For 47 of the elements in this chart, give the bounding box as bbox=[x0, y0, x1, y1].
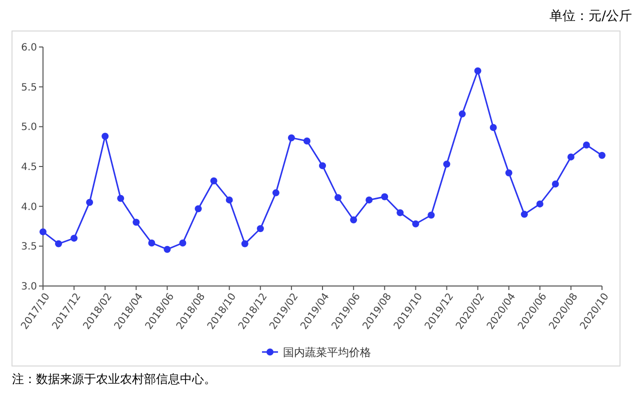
point bbox=[505, 169, 512, 176]
point bbox=[458, 110, 466, 118]
point bbox=[396, 209, 404, 216]
point bbox=[132, 218, 140, 226]
point bbox=[288, 134, 295, 142]
point bbox=[381, 193, 388, 200]
y-tick-label: 6.0 bbox=[21, 42, 37, 54]
point bbox=[86, 198, 94, 206]
point bbox=[55, 240, 62, 248]
point bbox=[334, 194, 342, 202]
point bbox=[520, 210, 528, 218]
point bbox=[412, 220, 420, 228]
point bbox=[490, 124, 497, 131]
point bbox=[303, 138, 310, 145]
point bbox=[567, 153, 574, 160]
y-tick-label: 5.0 bbox=[21, 122, 37, 134]
point bbox=[102, 132, 109, 140]
point bbox=[241, 240, 248, 248]
point bbox=[117, 194, 124, 202]
point bbox=[428, 212, 435, 219]
point bbox=[148, 239, 156, 246]
point bbox=[582, 141, 590, 148]
y-tick-label: 3.0 bbox=[21, 282, 37, 292]
y-tick-label: 4.0 bbox=[21, 202, 37, 213]
point bbox=[256, 225, 264, 232]
y-tick-label: 4.5 bbox=[21, 162, 37, 173]
point bbox=[319, 162, 326, 170]
legend-label: 国内蔬菜平均价格 bbox=[283, 346, 371, 359]
point bbox=[366, 196, 373, 204]
point bbox=[210, 177, 218, 184]
point bbox=[226, 196, 233, 204]
point bbox=[552, 180, 559, 188]
point bbox=[272, 189, 280, 196]
point bbox=[474, 67, 482, 74]
point bbox=[598, 152, 606, 159]
point bbox=[536, 200, 544, 208]
text: 注：数据来源于农业农村部信息中心。 bbox=[12, 372, 216, 386]
point bbox=[179, 239, 186, 246]
point bbox=[443, 160, 450, 168]
point bbox=[164, 246, 171, 253]
y-tick-label: 5.5 bbox=[21, 82, 37, 94]
y-tick-label: 3.5 bbox=[21, 242, 37, 253]
point bbox=[70, 234, 78, 242]
point bbox=[194, 205, 202, 212]
y-axis-title: 单位：元/公斤 bbox=[550, 9, 632, 24]
point bbox=[40, 228, 46, 236]
point bbox=[350, 216, 358, 224]
